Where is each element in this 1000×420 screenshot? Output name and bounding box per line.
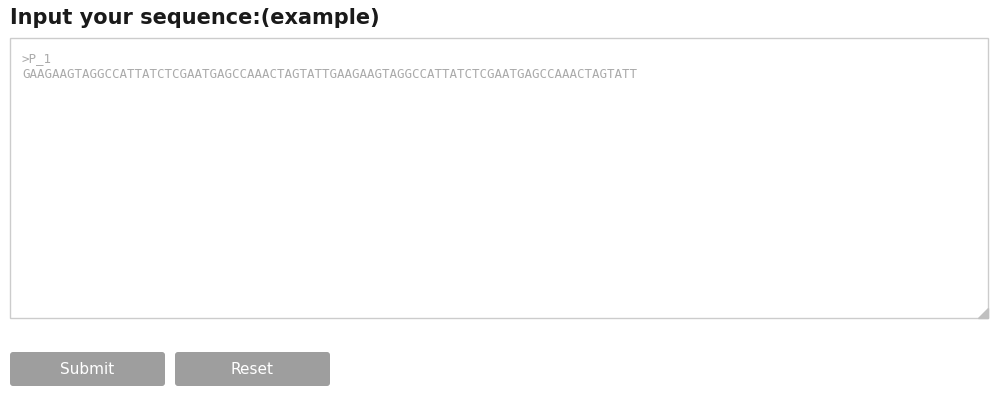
FancyBboxPatch shape <box>10 352 165 386</box>
FancyBboxPatch shape <box>10 38 988 318</box>
Polygon shape <box>978 308 988 318</box>
FancyBboxPatch shape <box>175 352 330 386</box>
Text: GAAGAAGTAGGCCATTATCTCGAATGAGCCAAACTAGTATTGAAGAAGTAGGCCATTATCTCGAATGAGCCAAACTAGTA: GAAGAAGTAGGCCATTATCTCGAATGAGCCAAACTAGTAT… <box>22 68 637 81</box>
Text: >P_1: >P_1 <box>22 52 52 65</box>
Text: Submit: Submit <box>60 362 115 376</box>
Text: Reset: Reset <box>231 362 274 376</box>
Text: Input your sequence:(example): Input your sequence:(example) <box>10 8 380 28</box>
